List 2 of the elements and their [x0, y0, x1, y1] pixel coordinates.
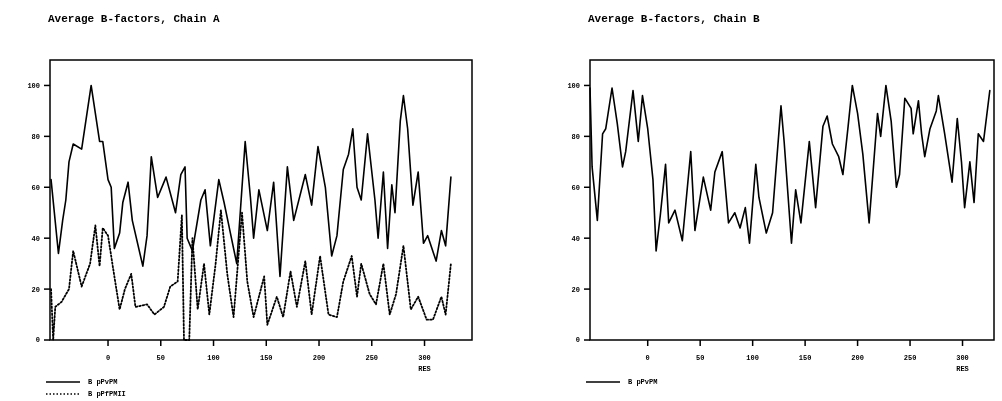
chart-title: Average B-factors, Chain A — [48, 13, 221, 25]
chart-title: Average B-factors, Chain B — [588, 13, 761, 25]
